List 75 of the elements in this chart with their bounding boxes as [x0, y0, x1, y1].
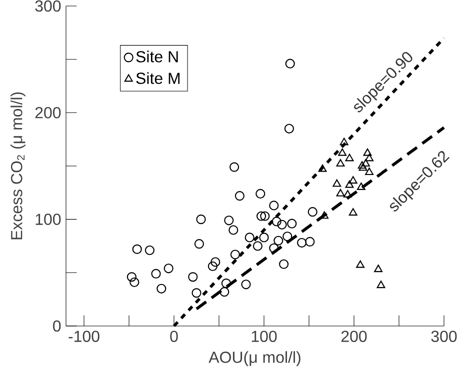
point: [336, 188, 345, 196]
point: [365, 154, 374, 162]
point: [356, 182, 366, 190]
point: [132, 244, 142, 254]
x-axis-title: AOU(μ mol/l): [208, 351, 300, 366]
point: [156, 284, 166, 294]
point: [151, 268, 161, 279]
y-tick-label: 200: [35, 107, 61, 118]
y-axis-title: Excess CO$_{2}$ (μ mol/l): [10, 92, 26, 240]
point: [285, 58, 295, 68]
point: [318, 164, 327, 172]
x-tick-label: 300: [431, 330, 457, 342]
point: [192, 288, 202, 298]
point: [376, 280, 386, 288]
point: [221, 278, 231, 288]
x-tick-label: -100: [68, 330, 100, 342]
point: [130, 277, 140, 288]
point: [269, 200, 279, 210]
point: [272, 216, 282, 226]
point: [340, 138, 348, 146]
point: [358, 163, 368, 171]
point: [361, 159, 370, 167]
point: [358, 161, 366, 169]
y-tick-label: 0: [53, 320, 61, 332]
y-tick-label: 300: [35, 0, 61, 12]
point: [284, 124, 294, 134]
y-tick-label: 100: [36, 214, 61, 225]
legend-label: Site N: [136, 50, 178, 62]
x-tick-label: 0: [170, 330, 178, 342]
point: [287, 218, 297, 228]
point: [308, 207, 318, 217]
point: [278, 259, 289, 269]
point: [208, 261, 218, 272]
point: [282, 232, 292, 242]
point: [260, 211, 270, 221]
point: [338, 148, 347, 156]
point: [241, 280, 251, 290]
point: [348, 208, 358, 216]
point: [196, 214, 206, 224]
point: [194, 239, 204, 249]
point: [256, 211, 266, 221]
point: [234, 191, 244, 201]
point: [144, 245, 154, 256]
point: [210, 257, 220, 267]
point: [229, 162, 240, 172]
point: [259, 232, 269, 242]
point: [356, 260, 365, 268]
point: [277, 220, 287, 230]
point: [336, 159, 345, 167]
point: [296, 238, 307, 248]
point: [256, 188, 266, 199]
point: [305, 236, 315, 247]
point: [164, 264, 174, 274]
point: [374, 264, 383, 272]
point: [274, 236, 284, 246]
point: [126, 272, 137, 282]
x-tick-label: 200: [341, 330, 367, 342]
point: [320, 211, 329, 219]
point: [343, 190, 352, 198]
point: [332, 179, 342, 187]
point: [363, 148, 372, 156]
point: [188, 272, 198, 282]
point: [252, 241, 262, 251]
point: [230, 250, 240, 260]
legend-label: Site M: [136, 72, 180, 84]
point: [224, 216, 234, 226]
point: [345, 154, 354, 162]
point: [244, 232, 254, 242]
point: [345, 180, 354, 188]
x-tick-label: 100: [252, 330, 277, 342]
point: [365, 168, 374, 176]
point: [220, 287, 230, 297]
point: [269, 243, 279, 253]
point: [228, 225, 238, 235]
point: [348, 176, 358, 184]
